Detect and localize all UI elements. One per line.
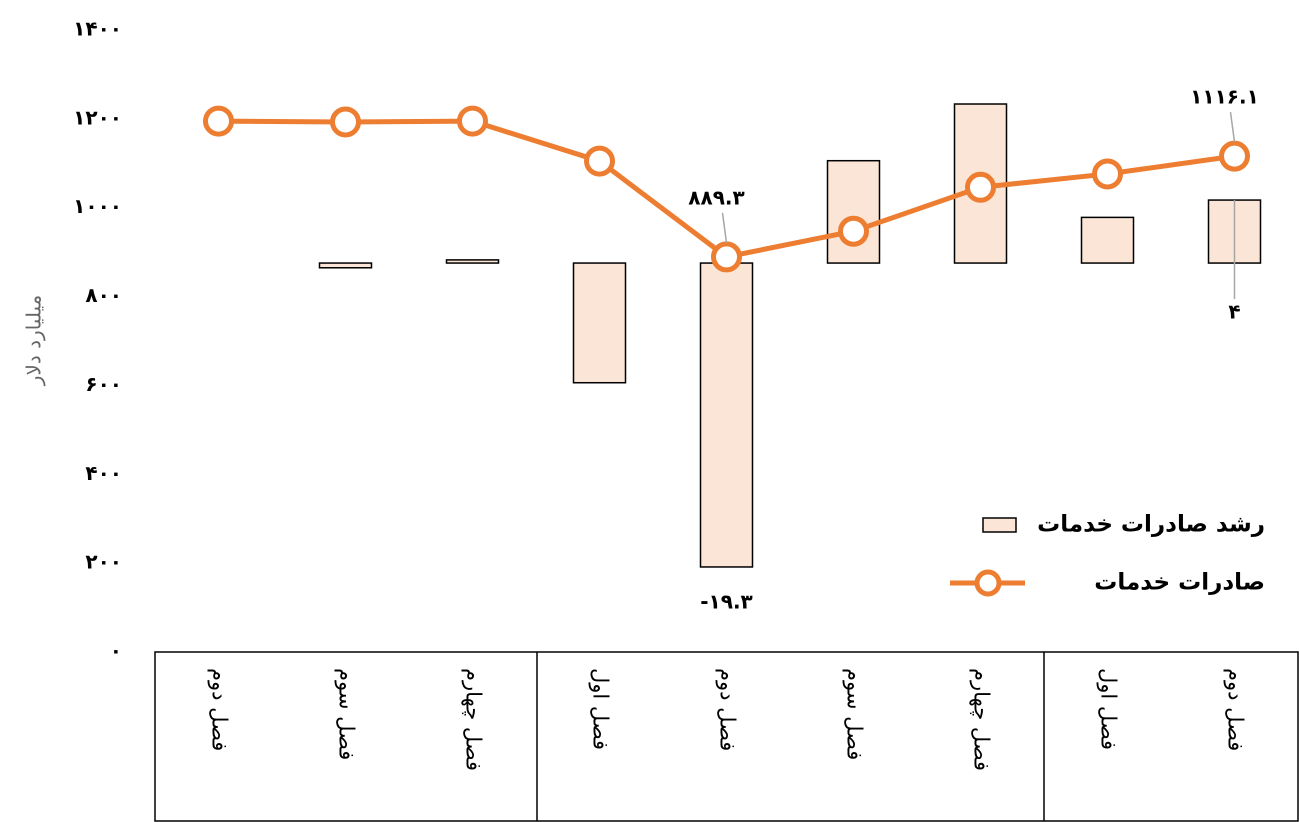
bar bbox=[699, 262, 754, 568]
line-marker bbox=[711, 241, 742, 273]
category-table bbox=[154, 651, 1299, 822]
line-marker bbox=[203, 105, 234, 137]
line-marker bbox=[1219, 140, 1250, 172]
leader-line bbox=[1229, 112, 1236, 143]
x-tick-label: فصل دوم bbox=[208, 668, 232, 751]
y-tick-label: ۱۰۰۰ bbox=[73, 194, 122, 218]
data-label: ۴ bbox=[1228, 300, 1240, 324]
line-marker bbox=[457, 105, 488, 137]
y-tick-label: ۱۴۰۰ bbox=[73, 17, 122, 41]
y-axis-title: میلیارد دلار bbox=[22, 295, 46, 386]
line-marker bbox=[1092, 158, 1123, 190]
y-tick-label: ۰ bbox=[110, 639, 122, 663]
legend-label: صادرات خدمات bbox=[1094, 570, 1265, 596]
line-marker bbox=[584, 145, 615, 177]
leader-line bbox=[721, 212, 728, 243]
x-tick-label: فصل سوم bbox=[335, 668, 359, 760]
x-tick-label: فصل چهارم bbox=[970, 668, 994, 771]
y-tick-label: ۶۰۰ bbox=[85, 372, 122, 396]
data-label: ۱۱۱۶.۱ bbox=[1190, 85, 1259, 109]
data-label: ۸۸۹.۳ bbox=[688, 185, 744, 209]
legend-label: رشد صادرات خدمات bbox=[1037, 512, 1265, 538]
bar bbox=[318, 262, 373, 269]
y-tick-label: ۱۲۰۰ bbox=[73, 105, 122, 129]
line-marker bbox=[965, 171, 996, 203]
x-tick-label: فصل دوم bbox=[716, 668, 740, 751]
y-tick-label: ۸۰۰ bbox=[85, 283, 122, 307]
legend-swatch bbox=[974, 569, 1002, 597]
line-marker bbox=[330, 106, 361, 138]
y-tick-label: ۲۰۰ bbox=[85, 550, 122, 574]
x-tick-label: فصل اول bbox=[1097, 668, 1121, 750]
bar bbox=[445, 259, 500, 264]
x-tick-label: فصل سوم bbox=[843, 668, 867, 760]
data-label: -۱۹.۳ bbox=[700, 589, 753, 613]
bar bbox=[1080, 216, 1135, 264]
legend-swatch bbox=[982, 517, 1017, 533]
x-tick-label: فصل اول bbox=[589, 668, 613, 750]
bar bbox=[572, 262, 627, 384]
x-tick-label: فصل دوم bbox=[1224, 668, 1248, 751]
y-tick-label: ۴۰۰ bbox=[85, 461, 122, 485]
line-marker bbox=[838, 215, 869, 247]
x-tick-label: فصل چهارم bbox=[462, 668, 486, 771]
bar bbox=[826, 159, 881, 264]
